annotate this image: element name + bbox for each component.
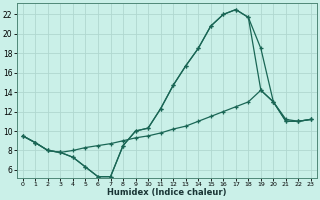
X-axis label: Humidex (Indice chaleur): Humidex (Indice chaleur): [107, 188, 227, 197]
